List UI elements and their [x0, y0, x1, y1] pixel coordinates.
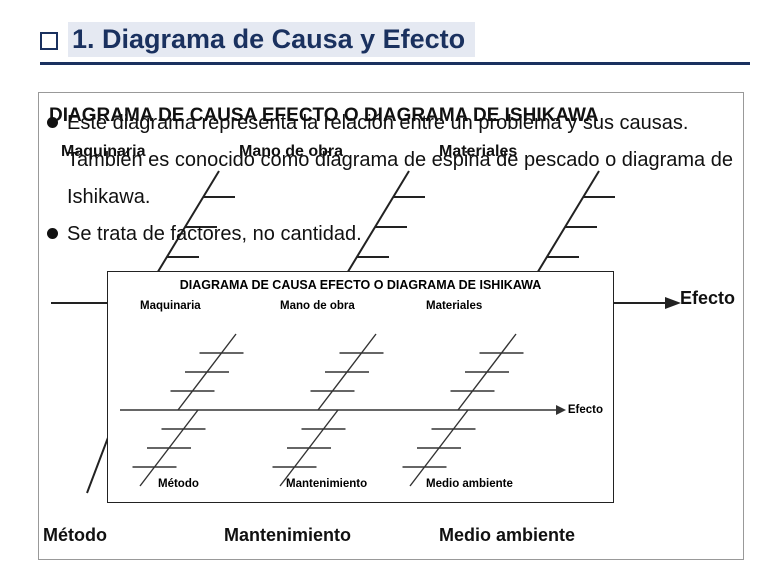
- bg-effect-label: Efecto: [680, 288, 735, 309]
- bullet-item: Este diagrama representa la relación ent…: [47, 105, 735, 216]
- bullet-text-1: Se trata de factores, no cantidad.: [67, 216, 362, 253]
- bg-bottom-label-1: Mantenimiento: [224, 525, 351, 546]
- bullet-text-0: Este diagrama representa la relación ent…: [67, 105, 735, 216]
- bullet-item: Se trata de factores, no cantidad.: [47, 216, 735, 253]
- inset-fishbone-svg: [108, 290, 613, 500]
- bg-bottom-label-2: Medio ambiente: [439, 525, 575, 546]
- inset-bottom-label-2: Medio ambiente: [426, 478, 513, 490]
- title-bullet-icon: [40, 32, 58, 50]
- title-bar: 1. Diagrama de Causa y Efecto: [40, 22, 475, 57]
- bullet-dot-icon: [47, 117, 58, 128]
- inset-fishbone: DIAGRAMA DE CAUSA EFECTO O DIAGRAMA DE I…: [107, 271, 614, 503]
- bullet-list: Este diagrama representa la relación ent…: [47, 105, 735, 253]
- page-title: 1. Diagrama de Causa y Efecto: [68, 22, 475, 57]
- title-underline: [40, 62, 750, 65]
- inset-bottom-label-0: Método: [158, 478, 199, 490]
- inset-effect-label: Efecto: [568, 404, 603, 416]
- content-box: DIAGRAMA DE CAUSA EFECTO O DIAGRAMA DE I…: [38, 92, 744, 560]
- bullet-dot-icon: [47, 228, 58, 239]
- bg-bottom-label-0: Método: [43, 525, 107, 546]
- inset-bottom-label-1: Mantenimiento: [286, 478, 367, 490]
